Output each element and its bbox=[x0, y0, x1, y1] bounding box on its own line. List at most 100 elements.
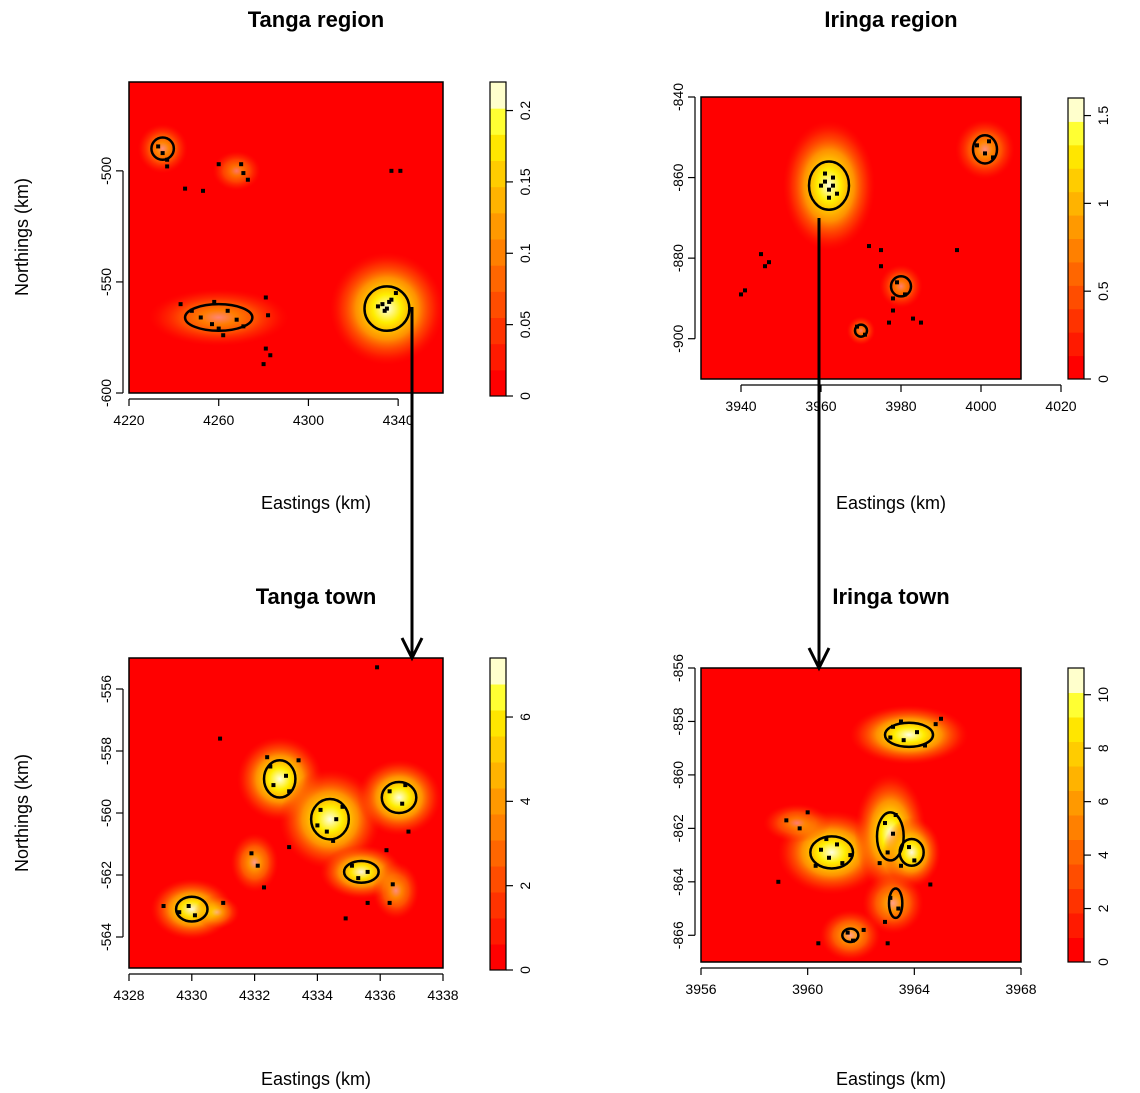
event-point bbox=[879, 264, 883, 269]
event-point bbox=[835, 842, 839, 847]
event-point bbox=[183, 186, 188, 191]
x-tick-label: 3964 bbox=[899, 981, 930, 997]
colorbar-step bbox=[490, 762, 506, 789]
y-tick-label: -558 bbox=[98, 737, 114, 765]
colorbar-step bbox=[490, 239, 506, 266]
colorbar-step bbox=[490, 369, 506, 397]
event-point bbox=[406, 829, 411, 834]
plot-frame bbox=[700, 667, 1022, 963]
colorbar-step bbox=[1068, 692, 1084, 718]
event-point bbox=[907, 845, 911, 850]
x-tick-label: 4340 bbox=[383, 412, 414, 428]
hotspot bbox=[955, 119, 1015, 180]
x-tick-label: 4332 bbox=[239, 987, 270, 1003]
event-point bbox=[384, 306, 389, 311]
event-point bbox=[767, 260, 771, 265]
hotspot bbox=[279, 769, 381, 870]
event-point bbox=[255, 863, 260, 868]
event-point bbox=[403, 783, 408, 788]
colorbar-step bbox=[1068, 98, 1084, 122]
event-point bbox=[987, 139, 991, 144]
x-axis-label: Eastings (km) bbox=[836, 1069, 946, 1089]
plot-3: 3956 3960 3964 3968 -866 -864 -862 -860 -858 -856… bbox=[670, 654, 1111, 997]
event-point bbox=[903, 292, 907, 297]
colorbar-frame bbox=[1067, 97, 1085, 380]
colorbar-step bbox=[1068, 168, 1084, 193]
intensity-field bbox=[137, 123, 443, 367]
colorbar-tick-label: 4 bbox=[517, 797, 533, 805]
plot-0: 4220 4260 4300 4340 -600 -550 -500 0 0.05 0.1 0.15… bbox=[98, 81, 533, 428]
colorbar-step bbox=[490, 658, 506, 685]
x-tick-label: 4334 bbox=[302, 987, 333, 1003]
colorbar-step bbox=[1068, 717, 1084, 742]
y-tick-label: -880 bbox=[670, 244, 686, 272]
event-point bbox=[318, 807, 323, 812]
event-point bbox=[797, 826, 802, 831]
y-tick-label: -500 bbox=[98, 157, 114, 185]
event-point bbox=[888, 735, 893, 740]
event-point bbox=[356, 876, 361, 881]
hotspot bbox=[862, 872, 924, 934]
event-point bbox=[324, 829, 329, 834]
event-point bbox=[189, 308, 194, 313]
contour-line bbox=[807, 160, 851, 212]
event-point bbox=[759, 252, 763, 257]
colorbar-tick-label: 1.5 bbox=[1095, 106, 1111, 126]
colorbar-tick-label: 0 bbox=[1095, 375, 1111, 383]
event-point bbox=[845, 930, 850, 935]
hotspot bbox=[357, 759, 441, 836]
event-point bbox=[835, 191, 839, 196]
event-point bbox=[891, 296, 895, 301]
event-point bbox=[888, 895, 893, 900]
contour-line bbox=[183, 302, 254, 333]
colorbar-step bbox=[1068, 121, 1084, 146]
event-point bbox=[241, 324, 246, 329]
event-point bbox=[249, 851, 254, 856]
x-axis-label: Eastings (km) bbox=[261, 493, 371, 513]
event-point bbox=[911, 316, 915, 321]
event-point bbox=[315, 823, 320, 828]
event-point bbox=[262, 885, 267, 890]
event-point bbox=[831, 175, 835, 180]
event-point bbox=[891, 308, 895, 313]
event-point bbox=[261, 362, 266, 367]
colorbar-step bbox=[490, 788, 506, 815]
x-axis-label: Eastings (km) bbox=[261, 1069, 371, 1089]
hotspot bbox=[846, 316, 876, 346]
event-point bbox=[776, 879, 781, 884]
y-tick-label: -856 bbox=[670, 654, 686, 682]
y-tick-label: -564 bbox=[98, 923, 114, 951]
x-tick-label: 3960 bbox=[792, 981, 823, 997]
colorbar-step bbox=[1068, 285, 1084, 310]
colorbar-step bbox=[1068, 308, 1084, 333]
event-point bbox=[824, 837, 829, 842]
colorbar-step bbox=[490, 918, 506, 945]
plot-frame bbox=[128, 657, 444, 969]
panel-tanga-region: Tanga region Northings (km) Eastings (km… bbox=[12, 7, 384, 513]
colorbar-step bbox=[1068, 766, 1084, 791]
colorbar-tick-label: 4 bbox=[1095, 851, 1111, 859]
colorbar-step bbox=[490, 291, 506, 318]
event-point bbox=[398, 168, 403, 173]
colorbar-step bbox=[1068, 355, 1084, 380]
colorbar-tick-label: 0.1 bbox=[517, 243, 533, 263]
x-tick-label: 4220 bbox=[113, 412, 144, 428]
contour-line bbox=[889, 275, 913, 298]
plot-frame bbox=[128, 81, 444, 394]
colorbar-tick-label: 0 bbox=[517, 392, 533, 400]
panel-title: Iringa town bbox=[832, 584, 949, 609]
event-point bbox=[384, 848, 389, 853]
y-tick-label: -864 bbox=[670, 868, 686, 896]
hotspot bbox=[763, 803, 831, 843]
colorbar-tick-label: 0.5 bbox=[1095, 281, 1111, 301]
event-point bbox=[198, 315, 203, 320]
event-point bbox=[245, 177, 250, 182]
colorbar-step bbox=[490, 684, 506, 711]
x-tick-label: 4020 bbox=[1045, 398, 1076, 414]
y-tick-label: -556 bbox=[98, 675, 114, 703]
colorbar-step bbox=[490, 108, 506, 135]
event-point bbox=[763, 264, 767, 269]
event-point bbox=[287, 789, 292, 794]
event-point bbox=[899, 863, 903, 868]
